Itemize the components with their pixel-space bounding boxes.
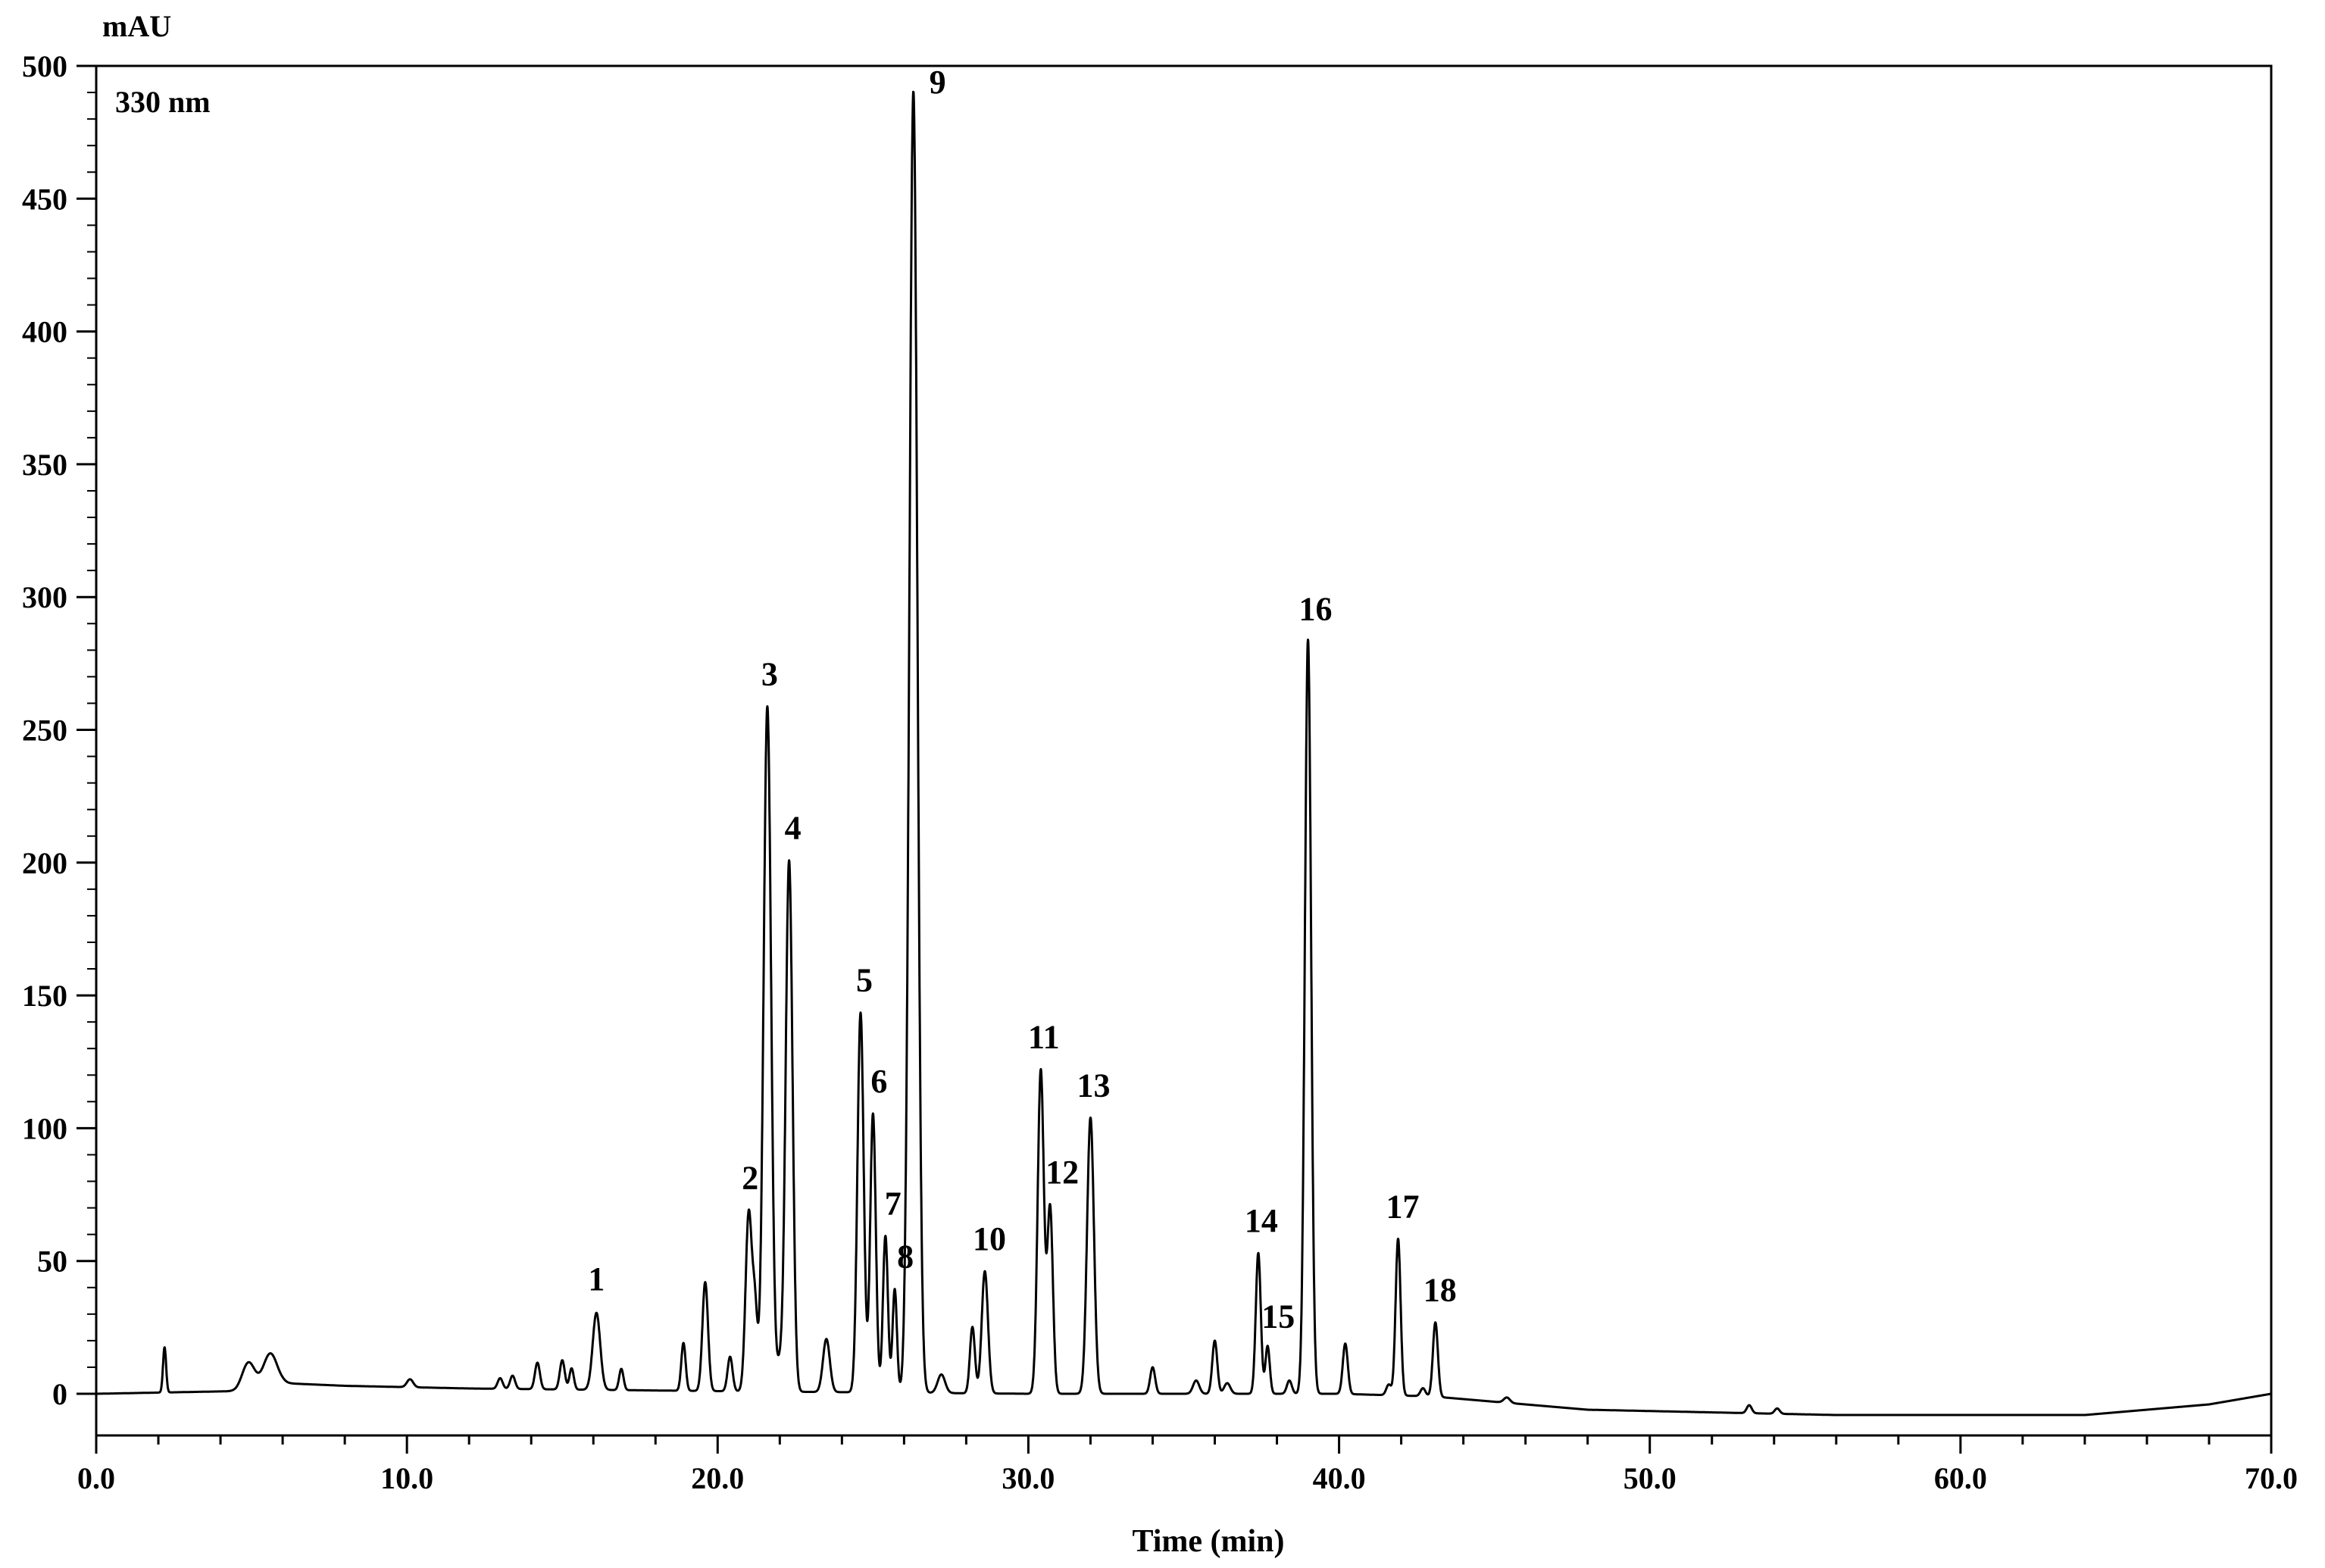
peak-label: 16: [1299, 590, 1333, 627]
y-tick-label: 500: [22, 49, 67, 83]
y-tick-label: 400: [22, 315, 67, 349]
y-tick-label: 0: [52, 1377, 67, 1411]
peak-label: 3: [761, 655, 778, 692]
x-tick-label: 50.0: [1623, 1461, 1677, 1495]
y-tick-label: 200: [22, 846, 67, 880]
peak-label: 18: [1423, 1272, 1457, 1309]
y-tick-label: 350: [22, 448, 67, 482]
peak-label: 9: [930, 64, 946, 101]
plot-frame: [95, 64, 2273, 1437]
x-tick-label: 70.0: [2245, 1461, 2298, 1495]
x-tick-label: 20.0: [691, 1461, 744, 1495]
x-tick-label: 40.0: [1313, 1461, 1366, 1495]
y-tick-label: 300: [22, 580, 67, 614]
peak-label: 5: [856, 962, 873, 999]
x-tick-label: 30.0: [1002, 1461, 1055, 1495]
peak-label: 2: [742, 1159, 758, 1196]
peak-label: 13: [1077, 1067, 1110, 1104]
wavelength-annotation: 330 nm: [115, 85, 211, 119]
peak-label: 4: [785, 810, 802, 847]
y-tick-label: 100: [22, 1111, 67, 1145]
peak-label: 10: [973, 1220, 1006, 1257]
peak-label: 14: [1245, 1202, 1278, 1239]
y-tick-label: 150: [22, 979, 67, 1013]
x-tick-label: 10.0: [380, 1461, 433, 1495]
x-tick-label: 0.0: [77, 1461, 115, 1495]
peak-label: 15: [1261, 1298, 1295, 1335]
peak-label: 6: [870, 1063, 887, 1100]
x-axis: 0.0 10.0 20.0 30.0 40.0 50.0 60.0 70.0: [77, 1435, 2298, 1495]
peak-label: 11: [1028, 1018, 1060, 1055]
x-tick-label: 60.0: [1934, 1461, 1987, 1495]
y-tick-label: 50: [37, 1245, 67, 1279]
peak-label: 8: [897, 1238, 914, 1276]
peak-label: 17: [1386, 1188, 1419, 1225]
y-tick-label: 450: [22, 182, 67, 216]
y-tick-label: 250: [22, 714, 67, 748]
y-axis: 0 50 100 150 200 250 300 350 400 450 500: [22, 49, 96, 1411]
peak-label: 7: [885, 1185, 902, 1223]
y-axis-unit-label: mAU: [102, 9, 171, 43]
x-axis-title: Time (min): [1132, 1524, 1284, 1559]
peak-label: 1: [588, 1260, 605, 1298]
peak-label: 12: [1045, 1154, 1079, 1191]
chromatogram-trace: [95, 90, 2273, 1417]
